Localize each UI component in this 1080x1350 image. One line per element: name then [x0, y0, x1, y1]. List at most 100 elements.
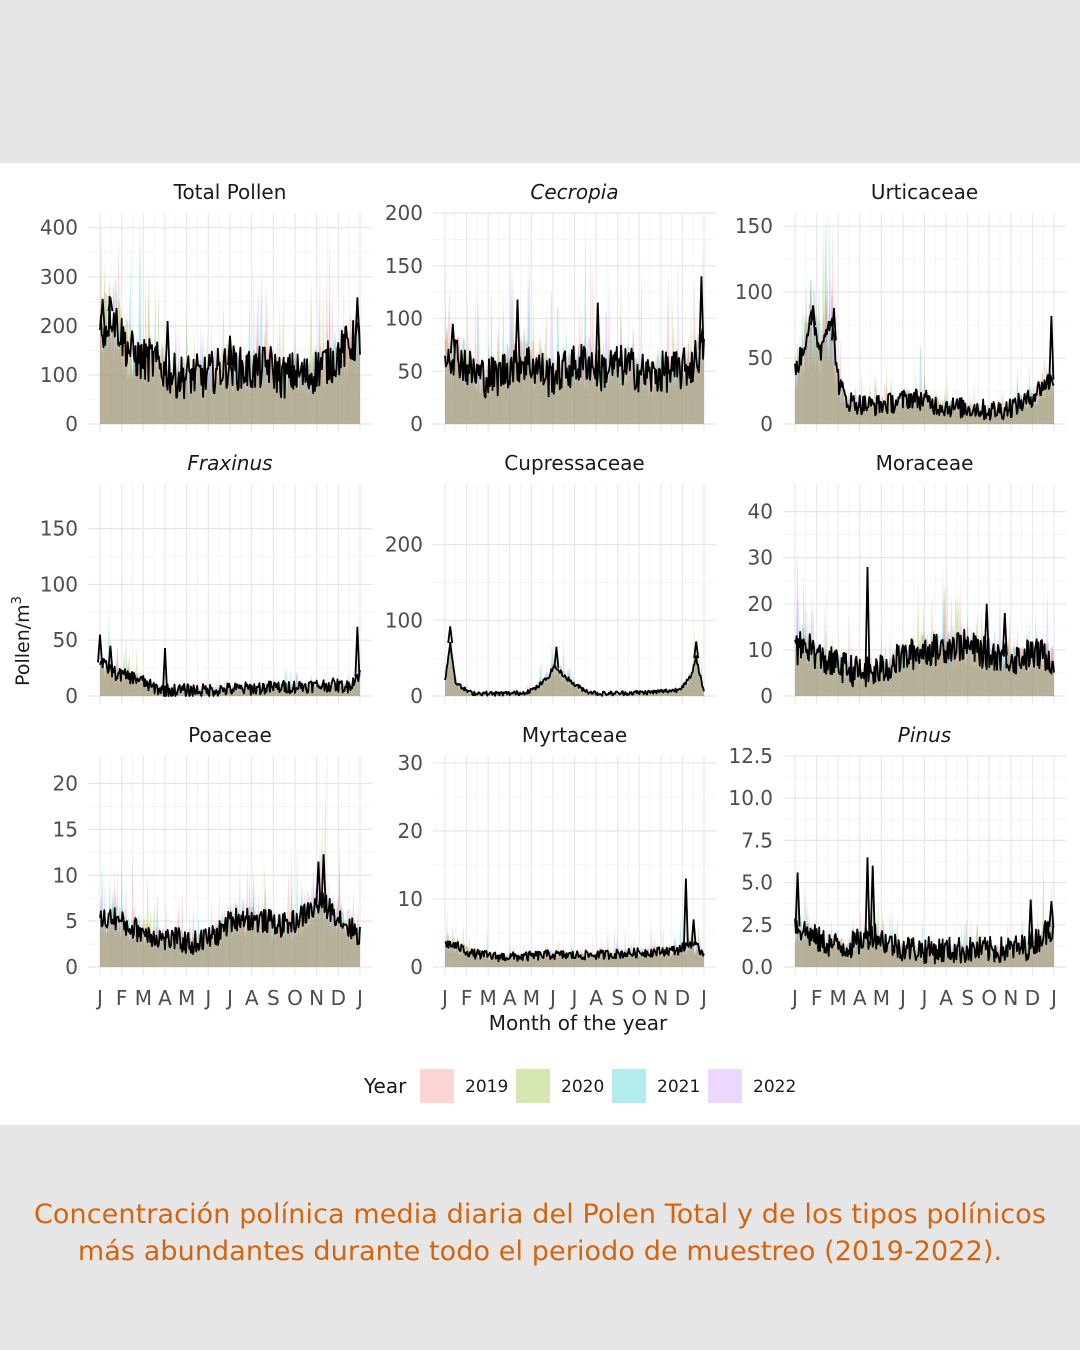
- y-tick-label: 0: [65, 412, 78, 436]
- legend: Year 2019 2020 2021 2022: [363, 1069, 796, 1103]
- y-tick-label: 50: [53, 628, 78, 652]
- x-tick-label: J: [898, 986, 906, 1010]
- panel-title: Cecropia: [530, 180, 618, 204]
- mean-spike: [97, 634, 103, 663]
- mean-spike: [1048, 901, 1055, 928]
- area-year-2021: [445, 906, 704, 967]
- panel-title: Poaceae: [188, 723, 272, 747]
- x-tick-label: N: [1003, 986, 1018, 1010]
- y-tick-label: 150: [735, 214, 773, 238]
- x-tick-label: M: [873, 986, 890, 1010]
- x-tick-label: J: [203, 986, 211, 1010]
- y-tick-label: 30: [398, 751, 423, 775]
- panel-cecropia: 0 50 100 150 200 Cecropia: [385, 180, 716, 436]
- y-tick-label: 0: [760, 684, 773, 708]
- y-tick-label: 40: [748, 500, 773, 524]
- area-year-2019: [100, 641, 360, 696]
- legend-swatch-2021: [612, 1069, 646, 1103]
- y-tick-label: 20: [748, 592, 773, 616]
- area-year-2019: [445, 920, 704, 967]
- x-tick-label: F: [461, 986, 473, 1010]
- x-tick-label: A: [503, 986, 517, 1010]
- y-tick-label: 100: [735, 280, 773, 304]
- x-tick-label: A: [245, 986, 259, 1010]
- mean-line: [794, 310, 1055, 421]
- mean-spike: [794, 872, 801, 927]
- x-tick-label: F: [116, 986, 128, 1010]
- x-tick-label: N: [653, 986, 668, 1010]
- y-tick-label: 20: [53, 772, 78, 796]
- mean-spike: [553, 646, 560, 669]
- mean-spike: [227, 335, 233, 366]
- y-tick-label: 0.0: [741, 955, 773, 979]
- mean-spike: [810, 305, 816, 326]
- panel-title: Total Pollen: [173, 180, 287, 204]
- x-tick-label: O: [631, 986, 647, 1010]
- x-tick-label: J: [355, 986, 363, 1010]
- mean-line: [99, 658, 361, 697]
- y-tick-label: 0: [410, 412, 423, 436]
- panel-moraceae: 0 10 20 30 40 Moraceae: [748, 451, 1066, 708]
- area-year-2021: [100, 612, 360, 696]
- x-tick-label: J: [95, 986, 103, 1010]
- mean-line: [444, 641, 705, 697]
- legend-swatch-2020: [516, 1069, 550, 1103]
- mean-line: [444, 940, 705, 963]
- mean-spike: [831, 307, 837, 341]
- mean-line: [794, 918, 1055, 965]
- y-tick-label: 10: [748, 638, 773, 662]
- x-tick-label: D: [331, 986, 346, 1010]
- area-year-2020: [100, 632, 360, 696]
- x-tick-label: A: [939, 986, 953, 1010]
- x-tick-label: S: [267, 986, 280, 1010]
- panel-title: Pinus: [898, 723, 951, 747]
- legend-swatch-2022: [708, 1069, 742, 1103]
- y-tick-label: 50: [748, 346, 773, 370]
- x-tick-label: J: [1049, 986, 1057, 1010]
- x-tick-label: J: [699, 986, 707, 1010]
- caption-line-1: Concentración polínica media diaria del …: [33, 1199, 1047, 1230]
- x-tick-label: M: [178, 986, 195, 1010]
- panel-cupressaceae: 0 100 200 Cupressaceae: [385, 451, 716, 708]
- area-year-2019: [795, 213, 1054, 424]
- mean-spike: [683, 878, 689, 946]
- panel-title: Myrtaceae: [522, 723, 627, 747]
- y-tick-label: 200: [385, 533, 423, 557]
- mean-line: [444, 328, 705, 399]
- mean-spike: [447, 626, 454, 644]
- y-tick-label: 0: [410, 955, 423, 979]
- y-tick-label: 15: [53, 817, 78, 841]
- area-year-2021: [795, 213, 1054, 424]
- x-tick-label: O: [287, 986, 303, 1010]
- panel-title: Urticaceae: [871, 180, 978, 204]
- area-year-2020: [100, 761, 360, 967]
- y-tick-label: 100: [385, 307, 423, 331]
- y-tick-label: 5.0: [741, 871, 773, 895]
- y-tick-label: 10.0: [728, 786, 773, 810]
- x-tick-label: M: [135, 986, 152, 1010]
- panel-fraxinus: 0 50 100 150 Fraxinus: [40, 451, 372, 708]
- x-tick-label: M: [523, 986, 540, 1010]
- mean-spike: [449, 323, 456, 354]
- y-axis-title: Pollen/m3: [10, 596, 34, 686]
- y-tick-label: 200: [385, 201, 423, 225]
- y-tick-label: 100: [40, 363, 78, 387]
- area-year-2019: [100, 840, 360, 967]
- x-tick-label: J: [570, 986, 578, 1010]
- mean-spike: [164, 320, 171, 372]
- y-tick-label: 12.5: [728, 744, 773, 768]
- panel-total-pollen: 0 100 200 300 400 Total Pollen: [40, 180, 372, 436]
- x-axis-title: Month of the year: [489, 1011, 668, 1035]
- x-tick-label: A: [589, 986, 603, 1010]
- y-tick-label: 2.5: [741, 913, 773, 937]
- y-tick-label: 150: [40, 517, 78, 541]
- panel-title: Cupressaceae: [504, 451, 644, 475]
- legend-label-2022: 2022: [753, 1077, 796, 1097]
- mean-spike: [107, 297, 114, 312]
- y-tick-label: 20: [398, 819, 423, 843]
- legend-title: Year: [363, 1074, 407, 1098]
- mean-spike: [320, 854, 327, 905]
